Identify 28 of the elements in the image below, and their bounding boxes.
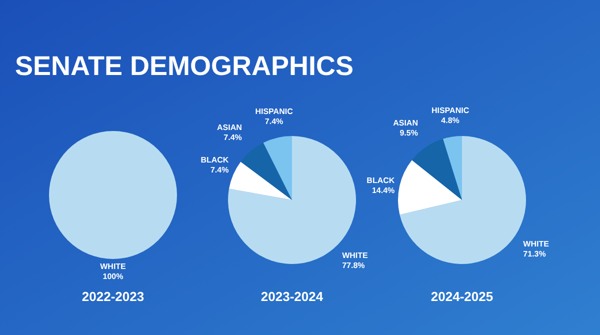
pie-slice: [412, 138, 462, 200]
slice-label: HISPANIC: [255, 107, 294, 116]
data-label: 4.8%: [441, 116, 460, 125]
data-label: 14.4%: [372, 186, 395, 195]
slice-label: WHITE: [342, 250, 369, 260]
data-label: 9.5%: [400, 128, 418, 138]
data-label: 71.3%: [523, 249, 546, 258]
slice-label: WHITE: [100, 262, 127, 271]
data-label: 7.4%: [210, 166, 229, 175]
pie-slice: [398, 160, 462, 215]
text: 2023-2024: [260, 289, 324, 304]
pie-slice: [228, 162, 292, 200]
text: 2022-2023: [82, 289, 144, 304]
data-label: 7.4%: [264, 117, 284, 126]
slice-label: ASIAN: [217, 123, 242, 132]
data-label: 100%: [102, 272, 124, 281]
slice-label: ASIAN: [393, 118, 418, 128]
slice-label: BLACK: [366, 176, 395, 185]
slice-label: BLACK: [200, 156, 229, 165]
text: 2024-2025: [430, 289, 494, 304]
data-label: 7.4%: [224, 133, 242, 142]
data-label: 77.8%: [342, 260, 365, 270]
slice-label: HISPANIC: [431, 106, 470, 115]
pie-slice: [263, 136, 292, 200]
slice-label: WHITE: [523, 239, 550, 248]
chart-title: SENATE DEMOGRAPHICS: [15, 51, 354, 81]
pie-slice: [442, 136, 462, 200]
pie-slice: [240, 142, 292, 200]
